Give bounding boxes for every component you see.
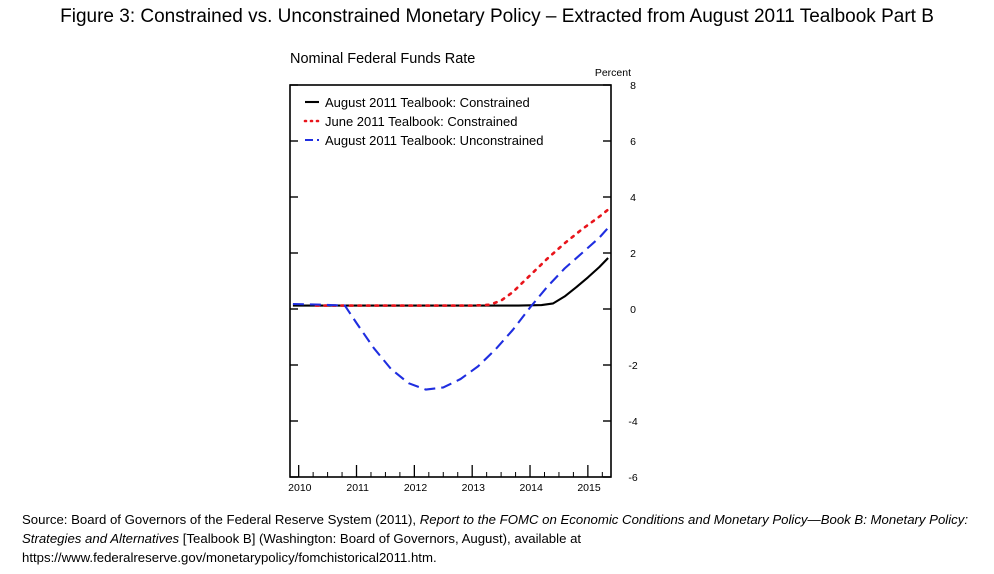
y-tick-label: 2 <box>630 248 636 260</box>
y-tick-label: -6 <box>628 472 637 484</box>
y-tick-label: 6 <box>630 136 636 148</box>
y-axis-label: Percent <box>595 67 631 79</box>
y-tick-label: 4 <box>630 192 636 204</box>
x-tick-label: 2015 <box>577 482 601 494</box>
legend-label-2: June 2011 Tealbook: Constrained <box>325 114 518 129</box>
y-tick-label: -2 <box>628 360 637 372</box>
y-axis: -6 -4 -2 0 2 4 6 8 <box>290 80 638 484</box>
x-tick-label: 2013 <box>462 482 486 494</box>
x-axis: 2010 2011 2012 2013 2014 2015 <box>288 465 603 494</box>
y-tick-label: -4 <box>628 416 637 428</box>
series-line-3 <box>292 227 609 391</box>
x-tick-label: 2011 <box>346 482 369 494</box>
plot-frame <box>289 84 612 478</box>
legend: August 2011 Tealbook: Constrained June 20… <box>303 95 544 148</box>
source-prefix: Source: Board of Governors of the Federa… <box>22 512 420 527</box>
chart-title: Nominal Federal Funds Rate <box>290 51 475 67</box>
legend-label-1: August 2011 Tealbook: Constrained <box>325 95 530 110</box>
legend-label-3: August 2011 Tealbook: Unconstrained <box>325 133 544 148</box>
series-line-1 <box>292 257 609 307</box>
series-group <box>292 208 610 391</box>
x-tick-label: 2014 <box>520 482 544 494</box>
x-tick-label: 2012 <box>404 482 428 494</box>
source-report-title: Report to the FOMC on Economic Condition… <box>22 512 969 546</box>
source-suffix: [Tealbook B] (Washington: Board of Gover… <box>22 531 582 565</box>
source-note: Source: Board of Governors of the Federa… <box>22 510 982 567</box>
x-tick-label: 2010 <box>288 482 312 494</box>
y-tick-label: 8 <box>630 80 636 92</box>
y-tick-label: 0 <box>630 304 636 316</box>
series-line-2 <box>314 208 610 307</box>
figure-title: Figure 3: Constrained vs. Unconstrained … <box>60 6 934 27</box>
